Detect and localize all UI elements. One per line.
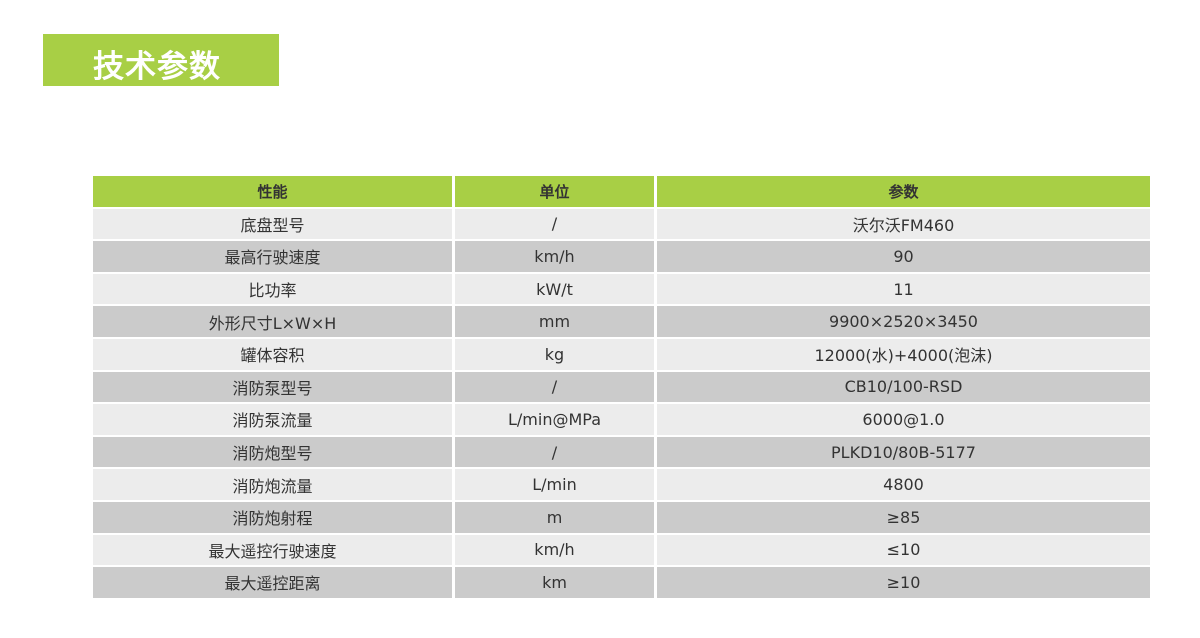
section-title: 技术参数 [93,49,221,85]
parameter-cell: CB10/100-RSD [657,371,1150,405]
performance-cell: 比功率 [93,273,455,307]
parameter-cell: PLKD10/80B-5177 [657,436,1150,470]
table-row: 外形尺寸L×W×H mm 9900×2520×3450 [93,306,1150,339]
unit-cell: / [455,371,657,405]
table-row: 罐体容积 kg 12000(水)+4000(泡沫) [93,338,1150,372]
unit-cell: / [455,436,657,470]
performance-cell: 消防炮射程 [93,501,455,535]
performance-cell: 消防泵流量 [93,404,455,437]
table-row: 消防炮型号 / PLKD10/80B-5177 [93,436,1150,470]
table-header: 性能 单位 参数 [93,176,1150,209]
performance-cell: 底盘型号 [93,208,455,242]
table-row: 最大遥控距离 km ≥10 [93,567,1150,600]
table-row: 底盘型号 / 沃尔沃FM460 [93,208,1150,242]
unit-cell: km/h [455,534,657,568]
table-row: 比功率 kW/t 11 [93,273,1150,307]
table-row: 消防泵型号 / CB10/100-RSD [93,371,1150,405]
table-row: 最高行驶速度 km/h 90 [93,241,1150,274]
performance-cell: 消防炮型号 [93,436,455,470]
parameter-cell: 6000@1.0 [657,404,1150,437]
unit-cell: mm [455,306,657,339]
performance-cell: 消防泵型号 [93,371,455,405]
table-row: 消防炮流量 L/min 4800 [93,469,1150,502]
performance-cell: 最高行驶速度 [93,241,455,274]
parameter-cell: ≤10 [657,534,1150,568]
parameter-cell: 12000(水)+4000(泡沫) [657,338,1150,372]
unit-cell: L/min [455,469,657,502]
section-title-banner: 技术参数 [43,34,279,86]
parameter-cell: 90 [657,241,1150,274]
header-parameter: 参数 [657,176,1150,209]
unit-cell: km/h [455,241,657,274]
table-row: 消防炮射程 m ≥85 [93,501,1150,535]
table-row: 最大遥控行驶速度 km/h ≤10 [93,534,1150,568]
performance-cell: 消防炮流量 [93,469,455,502]
unit-cell: km [455,567,657,600]
performance-cell: 最大遥控距离 [93,567,455,600]
unit-cell: / [455,208,657,242]
performance-cell: 最大遥控行驶速度 [93,534,455,568]
unit-cell: kg [455,338,657,372]
spec-table: 性能 单位 参数 底盘型号 / 沃尔沃FM460 最高行驶速度 km/h 90 比功率 kW/… [93,176,1150,600]
parameter-cell: 9900×2520×3450 [657,306,1150,339]
parameter-cell: 4800 [657,469,1150,502]
header-unit: 单位 [455,176,657,209]
table-row: 消防泵流量 L/min@MPa 6000@1.0 [93,404,1150,437]
unit-cell: m [455,501,657,535]
parameter-cell: 沃尔沃FM460 [657,208,1150,242]
header-performance: 性能 [93,176,455,209]
performance-cell: 外形尺寸L×W×H [93,306,455,339]
parameter-cell: ≥85 [657,501,1150,535]
performance-cell: 罐体容积 [93,338,455,372]
unit-cell: L/min@MPa [455,404,657,437]
unit-cell: kW/t [455,273,657,307]
parameter-cell: 11 [657,273,1150,307]
parameter-cell: ≥10 [657,567,1150,600]
